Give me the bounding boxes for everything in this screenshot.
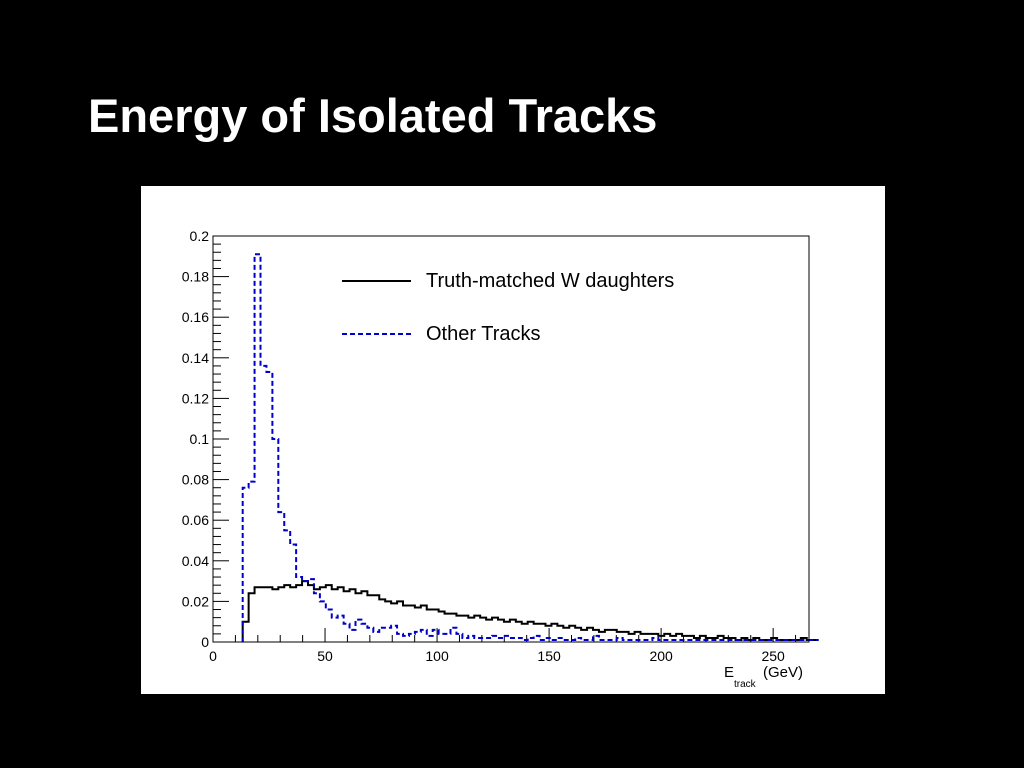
y-tick-label: 0.04 <box>182 553 209 569</box>
y-tick-label: 0 <box>201 634 209 650</box>
x-tick-label: 50 <box>317 648 333 664</box>
plot-panel: 0 0.02 0.04 0.06 0.08 0.1 0.12 0.14 0.16 0.18 0.2 … <box>141 186 885 694</box>
legend-label-truth-matched: Truth-matched W daughters <box>426 270 674 292</box>
legend-label-other-tracks: Other Tracks <box>426 323 540 345</box>
y-tick-label: 0.2 <box>190 228 210 244</box>
y-tick-label: 0.16 <box>182 309 209 325</box>
y-tick-label: 0.18 <box>182 269 209 285</box>
series-other-tracks-line <box>241 253 819 642</box>
x-tick-label: 0 <box>209 648 217 664</box>
series-truth-matched-line <box>241 580 819 642</box>
legend: Truth-matched W daughters Other Tracks <box>342 270 674 345</box>
x-tick-label: 250 <box>761 648 785 664</box>
x-axis-label-subscript: track <box>734 679 757 690</box>
x-tick-label: 200 <box>649 648 673 664</box>
y-tick-label: 0.08 <box>182 472 209 488</box>
y-tick-label: 0.06 <box>182 512 209 528</box>
series-lines <box>241 253 819 642</box>
y-tick-label: 0.02 <box>182 593 209 609</box>
y-tick-label: 0.14 <box>182 350 209 366</box>
histogram-chart: 00.020.040.060.080.10.120.140.160.180.2 … <box>182 228 819 690</box>
plot-frame <box>212 235 810 643</box>
x-tick-label: 150 <box>537 648 561 664</box>
y-tick-label: 0.1 <box>190 431 210 447</box>
slide-title: Energy of Isolated Tracks <box>88 89 658 142</box>
y-tick-labels: 0 0.02 0.04 0.06 0.08 0.1 0.12 0.14 0.16 0.18 0.2 <box>182 228 209 650</box>
tick-marks <box>212 235 797 643</box>
x-tick-labels: 0 50 100 150 200 250 <box>209 648 785 664</box>
x-axis-label-unit: (GeV) <box>763 664 803 681</box>
x-axis-label-symbol: E <box>724 664 734 681</box>
x-tick-label: 100 <box>425 648 449 664</box>
y-tick-label: 0.12 <box>182 390 209 406</box>
x-axis-label: E track (GeV) <box>724 664 803 690</box>
